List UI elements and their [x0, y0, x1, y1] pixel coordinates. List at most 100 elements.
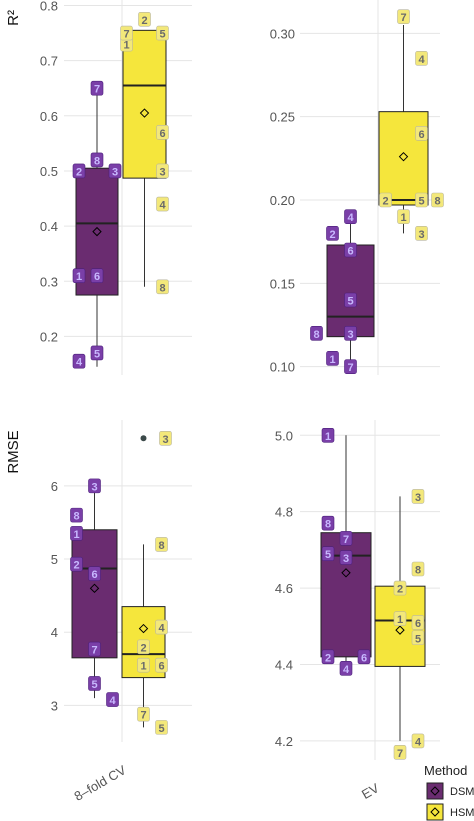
mean-marker [395, 625, 405, 635]
point-label-bg [90, 80, 104, 96]
point-label: 7 [91, 645, 97, 657]
y-axis-label: R² [5, 10, 22, 26]
box-hsm [122, 29, 167, 179]
point-label-bg [321, 515, 335, 531]
point-label: 4 [76, 357, 83, 369]
point-label: 1 [140, 661, 146, 673]
point-label-bg [379, 192, 392, 208]
point-label-bg [397, 209, 410, 224]
point-label-bg [344, 209, 357, 224]
point-label-bg [70, 556, 83, 572]
point-label: 8 [313, 329, 319, 341]
point-label-bg [90, 268, 104, 284]
mean-marker [89, 583, 100, 594]
point-label-bg [393, 580, 407, 596]
point-label-bg [156, 279, 169, 295]
point-label: 1 [123, 40, 129, 52]
point-label: 1 [325, 431, 331, 443]
point-label-bg [344, 292, 357, 308]
point-label: 4 [347, 212, 354, 224]
y-tick-label: 0.8 [40, 0, 58, 14]
mean-marker [138, 623, 149, 634]
point-label: 5 [418, 196, 424, 208]
point-label-bg [106, 692, 119, 707]
point-label: 7 [343, 534, 349, 546]
point-label: 1 [397, 614, 403, 626]
legend-mean-marker [430, 807, 440, 817]
point-label: 3 [418, 229, 424, 241]
y-tick-label: 4 [51, 625, 58, 640]
y-tick-label: 4.8 [275, 505, 293, 520]
point-label: 8 [158, 540, 164, 552]
point-label-bg [411, 615, 425, 630]
point-label: 4 [109, 695, 116, 707]
y-tick-label: 5.0 [275, 428, 293, 443]
point-label-bg [88, 478, 101, 494]
point-label: 3 [347, 329, 353, 341]
y-tick-label: 0.20 [270, 193, 295, 208]
point-label: 6 [415, 618, 421, 630]
mean-marker [341, 568, 351, 578]
point-label-bg [310, 326, 323, 341]
y-tick-label: 4.4 [275, 657, 293, 672]
point-label-bg [70, 507, 83, 523]
point-label: 6 [418, 129, 424, 141]
point-label-bg [156, 25, 169, 41]
point-label: 8 [415, 564, 421, 576]
y-tick-label: 3 [51, 698, 58, 713]
point-label: 5 [94, 348, 100, 360]
point-label-bg [90, 345, 104, 361]
legend-swatch-hsm [426, 803, 444, 821]
point-label-bg [344, 242, 357, 258]
point-label-bg [156, 163, 169, 179]
point-label-bg [120, 25, 133, 41]
point-label: 2 [140, 642, 146, 654]
point-label: 4 [418, 54, 425, 66]
point-label-bg [321, 546, 335, 562]
point-label-bg [90, 152, 104, 168]
point-label-bg [411, 561, 425, 577]
y-tick-label: 4.2 [275, 734, 293, 749]
point-label: 8 [159, 282, 165, 294]
point-label-bg [155, 619, 168, 635]
point-label-bg [321, 427, 335, 443]
point-label: 1 [400, 212, 406, 224]
point-label: 8 [73, 511, 79, 523]
point-label-bg [137, 639, 150, 655]
y-tick-label: 0.4 [40, 219, 58, 234]
point-label-bg [156, 125, 169, 140]
y-tick-label: 0.7 [40, 54, 58, 69]
point-label-bg [339, 531, 353, 546]
point-label: 3 [112, 166, 118, 178]
point-label: 2 [325, 652, 331, 664]
point-label-bg [156, 196, 169, 212]
point-label-bg [415, 126, 428, 141]
point-label-bg [88, 641, 101, 657]
point-label: 6 [159, 128, 165, 140]
point-label-bg [72, 163, 86, 179]
point-label: 6 [94, 271, 100, 283]
point-label: 3 [415, 492, 421, 504]
point-label-bg [431, 192, 444, 208]
point-label: 3 [162, 434, 168, 446]
y-tick-label: 0.5 [40, 164, 58, 179]
point-label: 5 [158, 723, 164, 735]
mean-marker [139, 108, 150, 118]
point-label: 7 [123, 29, 129, 41]
point-label: 6 [158, 661, 164, 673]
point-label-bg [393, 745, 407, 760]
point-label-bg [155, 537, 168, 552]
point-label: 8 [94, 155, 100, 167]
point-label: 6 [361, 652, 367, 664]
y-tick-label: 0.10 [270, 360, 295, 375]
point-label-bg [321, 649, 335, 665]
legend-label-hsm: HSM [450, 807, 474, 819]
point-label: 7 [397, 748, 403, 760]
y-tick-label: 0.30 [270, 26, 295, 41]
point-label: 5 [415, 633, 421, 645]
